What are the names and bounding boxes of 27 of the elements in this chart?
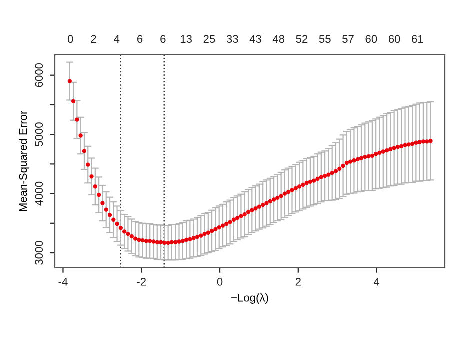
text: 52 bbox=[296, 35, 308, 44]
text: 48 bbox=[272, 35, 285, 44]
text: 6 bbox=[137, 35, 143, 44]
text: 13 bbox=[180, 35, 192, 44]
x-axis-title: −Log(λ) bbox=[232, 294, 268, 304]
y-tick-label: 3000 bbox=[35, 241, 44, 265]
text: 2 bbox=[91, 35, 96, 43]
y-tick-label: 4000 bbox=[35, 182, 44, 206]
x-tick-label: -4 bbox=[58, 278, 68, 286]
x-tick-label: 4 bbox=[374, 278, 380, 286]
y-axis-title: Mean-Squared Error bbox=[19, 111, 30, 212]
text: 57 bbox=[342, 35, 354, 44]
x-tick-label: 2 bbox=[296, 278, 301, 286]
text: 0 bbox=[68, 35, 74, 44]
text: 6 bbox=[160, 35, 166, 44]
text: 60 bbox=[388, 35, 400, 44]
text: 33 bbox=[226, 35, 238, 44]
text: 61 bbox=[412, 35, 424, 44]
text: 55 bbox=[319, 35, 331, 44]
y-tick-label: 6000 bbox=[35, 63, 44, 88]
y-tick-label: 5000 bbox=[35, 122, 44, 146]
text: 43 bbox=[250, 35, 262, 44]
x-tick-label: 0 bbox=[217, 278, 223, 286]
text: 4 bbox=[114, 35, 120, 43]
text: 60 bbox=[366, 35, 378, 44]
x-tick-label: -2 bbox=[137, 278, 146, 286]
text: 25 bbox=[204, 35, 216, 44]
